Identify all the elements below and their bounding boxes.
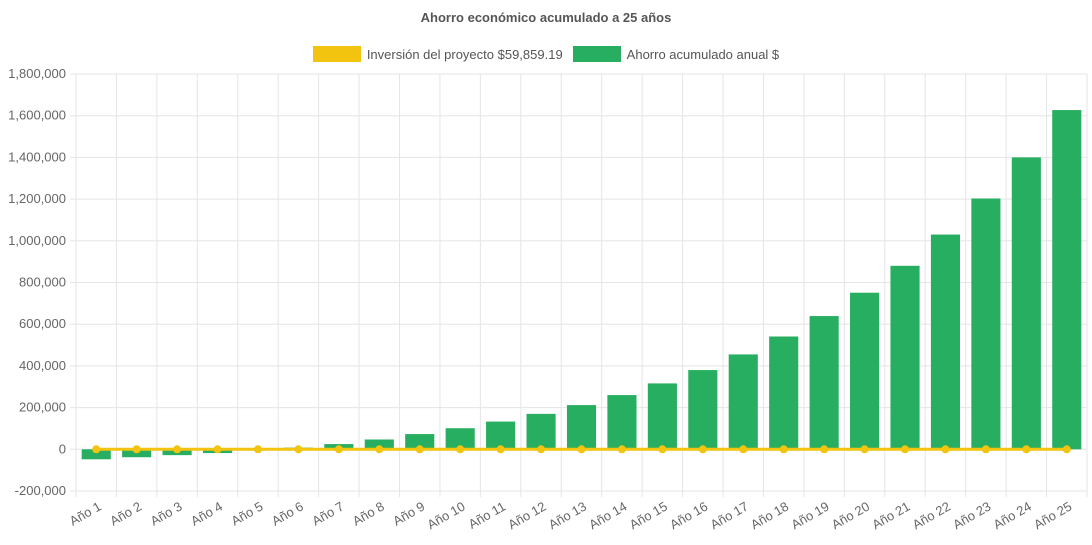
y-tick-label: 1,800,000 — [8, 66, 66, 81]
bar-savings — [971, 198, 1001, 450]
x-tick-label: Año 16 — [667, 499, 710, 533]
y-tick-label: 400,000 — [19, 358, 66, 373]
y-tick-label: 1,200,000 — [8, 191, 66, 206]
x-tick-label: Año 1 — [67, 499, 104, 529]
x-tick-label: Año 18 — [748, 499, 791, 533]
bar-savings — [364, 439, 394, 450]
x-tick-label: Año 17 — [708, 499, 751, 533]
x-tick-label: Año 23 — [950, 499, 993, 533]
x-tick-label: Año 8 — [350, 499, 387, 529]
bar-savings — [809, 316, 839, 450]
point-investment — [496, 445, 505, 454]
bar-savings — [930, 234, 961, 450]
bar-savings — [445, 428, 475, 450]
x-tick-label: Año 15 — [627, 499, 670, 533]
x-tick-label: Año 2 — [107, 499, 144, 529]
legend-item-savings[interactable]: Ahorro acumulado anual $ — [572, 46, 780, 62]
y-tick-label: 0 — [59, 441, 66, 456]
chart-title: Ahorro económico acumulado a 25 años — [420, 10, 672, 25]
point-investment — [375, 445, 384, 454]
x-tick-label: Año 10 — [424, 499, 467, 533]
point-investment — [941, 445, 950, 454]
bar-savings — [566, 405, 597, 450]
x-tick-label: Año 3 — [148, 499, 185, 529]
x-tick-label: Año 5 — [229, 499, 266, 529]
y-tick-label: 1,000,000 — [8, 233, 66, 248]
point-investment — [739, 445, 748, 454]
y-tick-label: 200,000 — [19, 400, 66, 415]
point-investment — [537, 445, 546, 454]
point-investment — [334, 445, 343, 454]
x-tick-label: Año 7 — [309, 499, 346, 529]
bar-savings — [81, 449, 111, 460]
x-tick-label: Año 12 — [505, 499, 548, 533]
legend-swatch-savings — [572, 46, 621, 62]
bar-savings — [890, 265, 920, 450]
x-tick-label: Año 22 — [910, 499, 953, 533]
legend-item-investment[interactable]: Inversión del proyecto $59,859.19 — [312, 46, 563, 62]
point-investment — [173, 445, 182, 454]
bar-savings — [1052, 110, 1082, 450]
y-tick-label: -200,000 — [15, 483, 66, 498]
x-tick-label: Año 20 — [829, 499, 872, 533]
point-investment — [820, 445, 829, 454]
x-tick-label: Año 19 — [788, 499, 831, 533]
x-tick-label: Año 13 — [546, 499, 589, 533]
x-tick-label: Año 9 — [390, 499, 427, 529]
point-investment — [860, 445, 869, 454]
bar-savings — [486, 421, 516, 450]
y-tick-label: 600,000 — [19, 316, 66, 331]
point-investment — [253, 445, 262, 454]
x-tick-label: Año 24 — [991, 499, 1034, 533]
legend-swatch-investment — [312, 46, 361, 62]
y-tick-label: 1,600,000 — [8, 108, 66, 123]
point-investment — [617, 445, 626, 454]
x-tick-label: Año 21 — [869, 499, 912, 533]
bar-savings — [728, 354, 758, 450]
point-investment — [577, 445, 586, 454]
bar-savings — [769, 336, 799, 450]
x-tick-label: Año 6 — [269, 499, 306, 529]
y-tick-label: 800,000 — [19, 275, 66, 290]
bar-savings — [647, 383, 677, 450]
x-tick-label: Año 25 — [1031, 499, 1074, 533]
point-investment — [213, 445, 222, 454]
legend-label-savings: Ahorro acumulado anual $ — [626, 46, 780, 62]
point-investment — [658, 445, 667, 454]
x-tick-label: Año 14 — [586, 499, 629, 533]
point-investment — [415, 445, 424, 454]
point-investment — [901, 445, 910, 454]
point-investment — [1062, 445, 1071, 454]
bar-savings — [688, 370, 718, 450]
x-tick-label: Año 11 — [466, 499, 508, 532]
point-investment — [779, 445, 788, 454]
point-investment — [981, 445, 990, 454]
bar-savings — [607, 395, 637, 450]
bar-savings — [526, 413, 556, 450]
y-tick-label: 1,400,000 — [8, 149, 66, 164]
point-investment — [698, 445, 707, 454]
point-investment — [92, 445, 101, 454]
bar-savings — [850, 292, 880, 450]
point-investment — [294, 445, 303, 454]
x-tick-label: Año 4 — [188, 499, 225, 529]
chart-legend: Inversión del proyecto $59,859.19 Ahorro… — [0, 46, 1092, 62]
point-investment — [456, 445, 465, 454]
point-investment — [132, 445, 141, 454]
bar-savings — [405, 434, 435, 450]
legend-label-investment: Inversión del proyecto $59,859.19 — [366, 46, 563, 62]
point-investment — [1022, 445, 1031, 454]
bar-savings — [1011, 157, 1041, 450]
